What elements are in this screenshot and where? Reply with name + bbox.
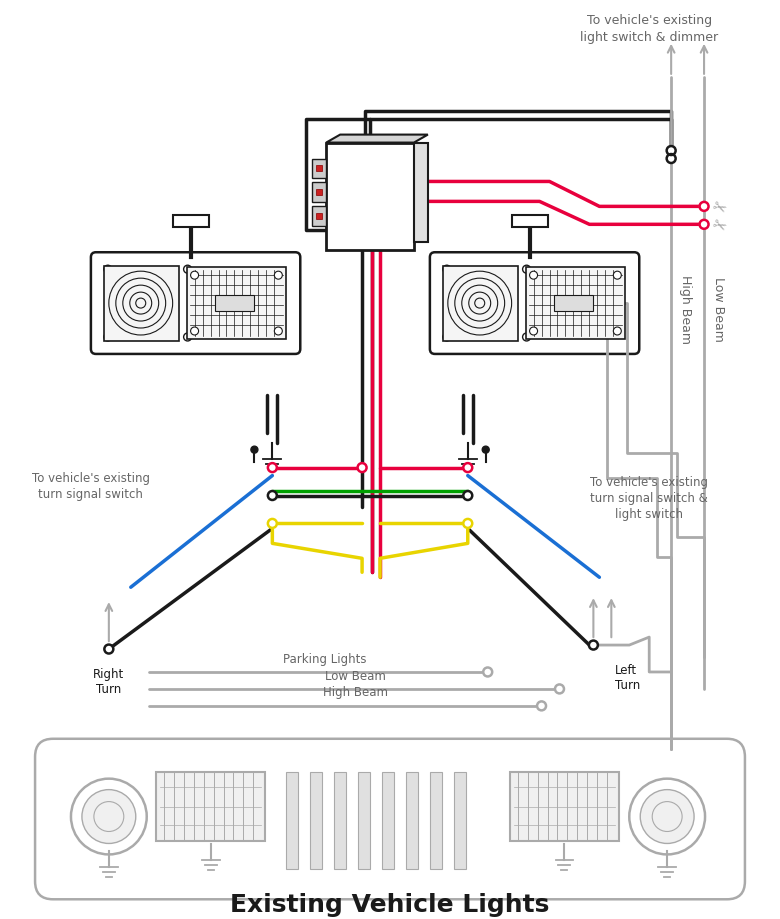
Circle shape [667,147,675,156]
Circle shape [463,492,472,501]
Circle shape [530,328,537,335]
Circle shape [463,519,472,528]
Polygon shape [326,135,428,143]
Circle shape [667,155,675,164]
Bar [454,772,466,869]
Circle shape [104,266,112,274]
Circle shape [640,789,694,844]
Circle shape [443,334,451,342]
Bar [312,183,326,203]
Circle shape [268,519,277,528]
Circle shape [275,328,282,335]
FancyBboxPatch shape [91,253,300,355]
Circle shape [555,685,564,694]
Circle shape [104,334,112,342]
Text: Low Beam: Low Beam [324,669,385,682]
Circle shape [613,328,622,335]
Bar [443,267,518,342]
Text: To vehicle's existing
light switch & dimmer: To vehicle's existing light switch & dim… [580,14,718,44]
Bar [286,772,298,869]
Bar [215,296,254,312]
Circle shape [105,645,113,653]
Text: High Beam: High Beam [679,274,692,343]
Bar [156,772,265,842]
Circle shape [484,668,492,676]
Bar [414,143,428,243]
Circle shape [251,447,258,454]
Bar [186,268,286,340]
Bar [104,267,179,342]
Bar [316,190,322,196]
Bar [430,772,441,869]
Bar [316,214,322,220]
Circle shape [443,266,451,274]
Circle shape [275,272,282,280]
Bar [334,772,346,869]
Bar [172,216,208,228]
Bar [358,772,370,869]
Circle shape [82,789,136,844]
Circle shape [629,778,705,855]
Circle shape [700,203,708,211]
Text: High Beam: High Beam [323,686,388,698]
Bar [312,207,326,227]
FancyBboxPatch shape [430,253,640,355]
Circle shape [523,334,530,342]
Circle shape [71,778,147,855]
Circle shape [268,492,277,501]
Bar [509,772,619,842]
Circle shape [463,463,472,472]
FancyBboxPatch shape [35,739,745,900]
Bar [310,772,322,869]
Text: To vehicle's existing
turn signal switch &
light switch: To vehicle's existing turn signal switch… [590,475,708,520]
Circle shape [482,447,489,454]
Circle shape [537,701,546,710]
Text: Right
Turn: Right Turn [94,667,125,696]
Circle shape [190,272,199,280]
Bar [316,166,322,172]
Circle shape [613,272,622,280]
Circle shape [268,463,277,472]
Text: Existing Vehicle Lights: Existing Vehicle Lights [230,892,550,916]
Circle shape [357,463,367,472]
Bar [512,216,548,228]
Bar [406,772,418,869]
Circle shape [589,641,598,650]
Bar [382,772,394,869]
Circle shape [530,272,537,280]
Bar [326,143,414,251]
Bar [526,268,626,340]
Bar [554,296,594,312]
Circle shape [700,221,708,230]
Text: ✂: ✂ [709,214,729,236]
Text: To vehicle's existing
turn signal switch: To vehicle's existing turn signal switch [32,471,150,501]
Circle shape [183,266,192,274]
Circle shape [523,266,530,274]
Circle shape [183,334,192,342]
Text: Parking Lights: Parking Lights [283,652,367,665]
Circle shape [190,328,199,335]
Text: ✂: ✂ [709,196,729,218]
Text: Left
Turn: Left Turn [615,664,640,691]
Text: Low Beam: Low Beam [712,277,725,341]
Bar [312,159,326,179]
